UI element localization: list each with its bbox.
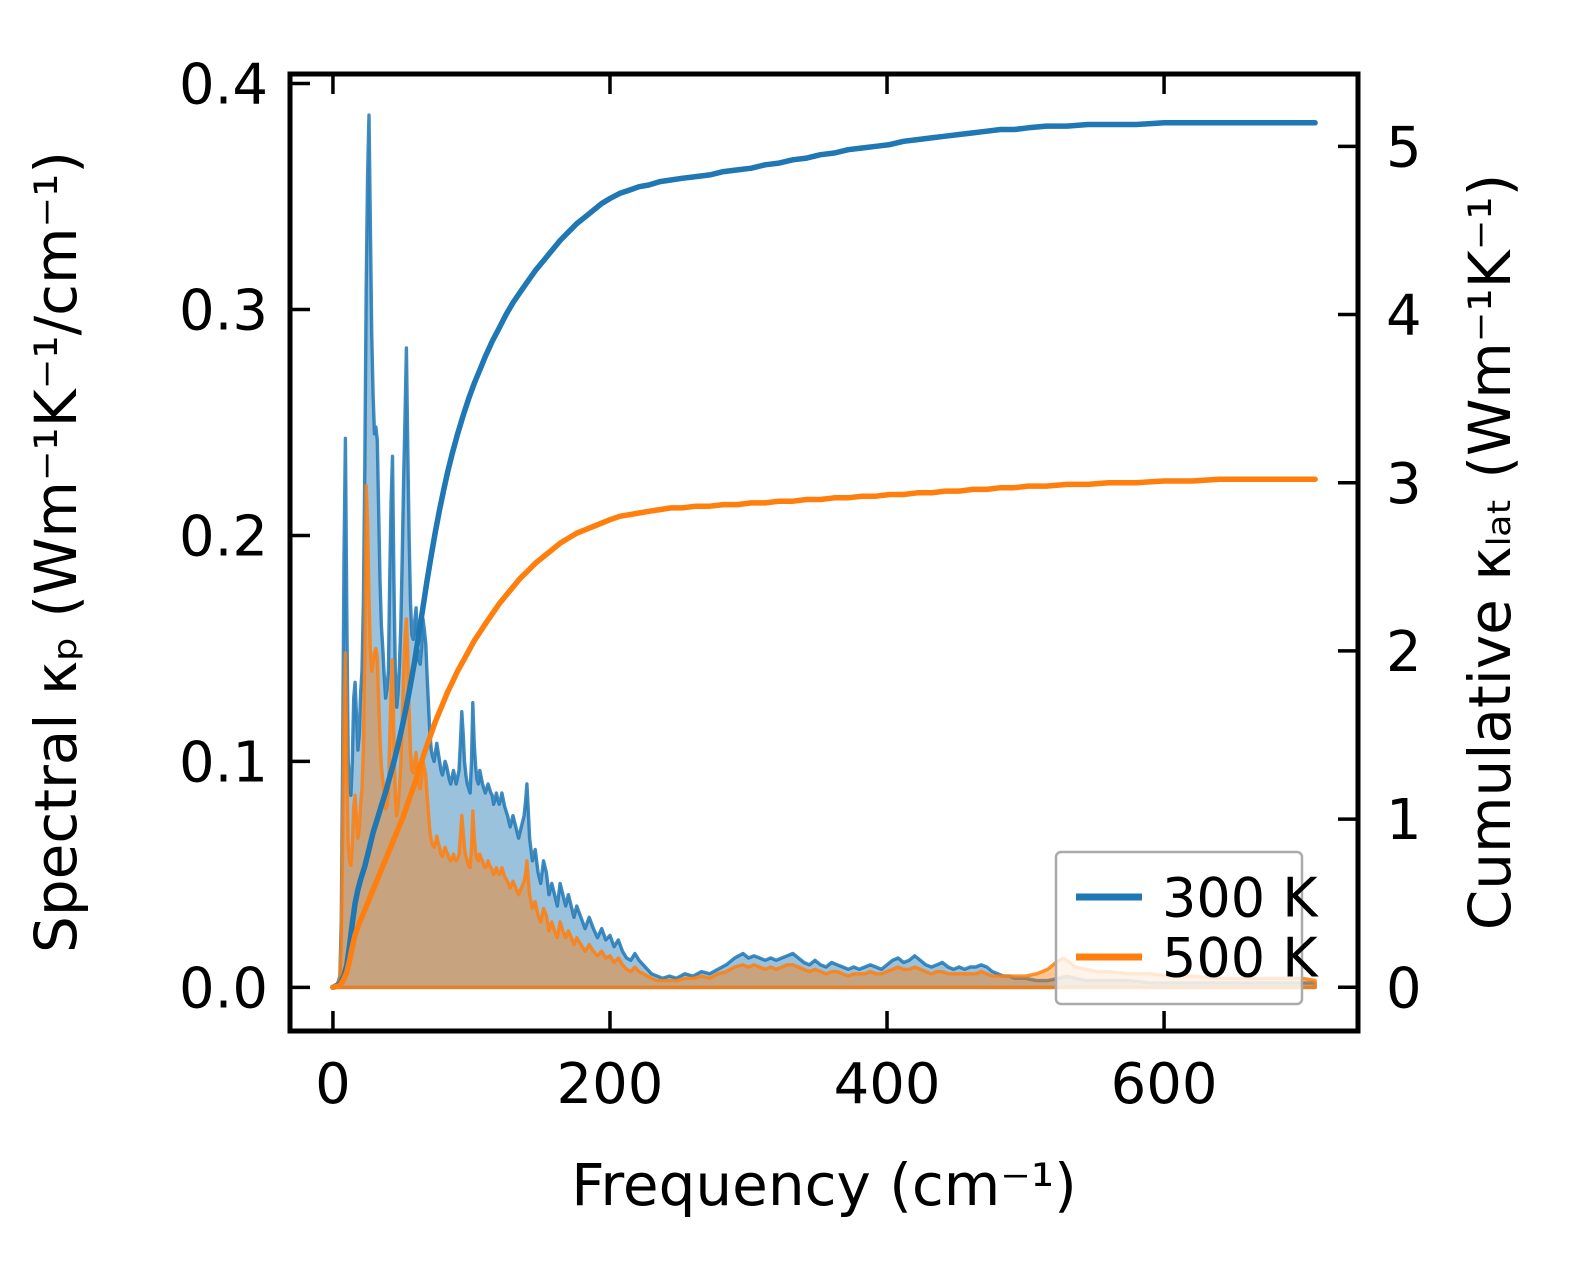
- line-cumulative_300K: [330, 120, 1318, 991]
- edge-spectral_500K: [331, 484, 1317, 990]
- left-y-tick-label: 0.2: [179, 505, 268, 570]
- area-spectral_500K: [332, 485, 1316, 988]
- right-y-tick-label: 1: [1386, 788, 1422, 853]
- right-y-tick-label: 2: [1386, 620, 1422, 685]
- left-y-tick-label: 0.1: [179, 731, 268, 796]
- left-y-tick-label: 0.4: [179, 53, 268, 118]
- line-cumulative_500K: [330, 476, 1318, 991]
- left-y-axis-label: Spectral κₚ (Wm⁻¹K⁻¹/cm⁻¹): [22, 151, 90, 953]
- x-axis-label: Frequency (cm⁻¹): [571, 1151, 1077, 1219]
- right-y-tick-label: 4: [1386, 284, 1422, 349]
- x-tick-label: 600: [1111, 1052, 1218, 1117]
- tick-labels-group: 0 200 400 600 0.0 0.1 0.2 0.3 0.4 0 1 2 3 4 5: [179, 53, 1422, 1117]
- series-group: [330, 113, 1318, 991]
- edge-spectral_300K: [331, 113, 1317, 990]
- axes-frame: [287, 71, 1361, 1034]
- x-tick-label: 200: [557, 1052, 664, 1117]
- area-spectral_300K: [332, 115, 1316, 988]
- right-y-tick-label: 0: [1386, 956, 1422, 1021]
- x-tick-label: 0: [315, 1052, 351, 1117]
- legend-label-500k: 500 K: [1162, 926, 1319, 989]
- right-y-tick-label: 3: [1386, 452, 1422, 517]
- ticks-group: [290, 74, 1358, 1031]
- right-y-tick-label: 5: [1386, 115, 1422, 180]
- right-y-axis-label: Cumulative κₗₐₜ (Wm⁻¹K⁻¹): [1456, 174, 1524, 930]
- x-tick-label: 400: [834, 1052, 941, 1117]
- left-y-tick-label: 0.0: [179, 957, 268, 1022]
- legend-box: [1054, 850, 1304, 1006]
- legend-label-300k: 300 K: [1162, 866, 1319, 929]
- legend: 300 K 500 K: [1054, 850, 1319, 1006]
- left-y-tick-label: 0.3: [179, 279, 268, 344]
